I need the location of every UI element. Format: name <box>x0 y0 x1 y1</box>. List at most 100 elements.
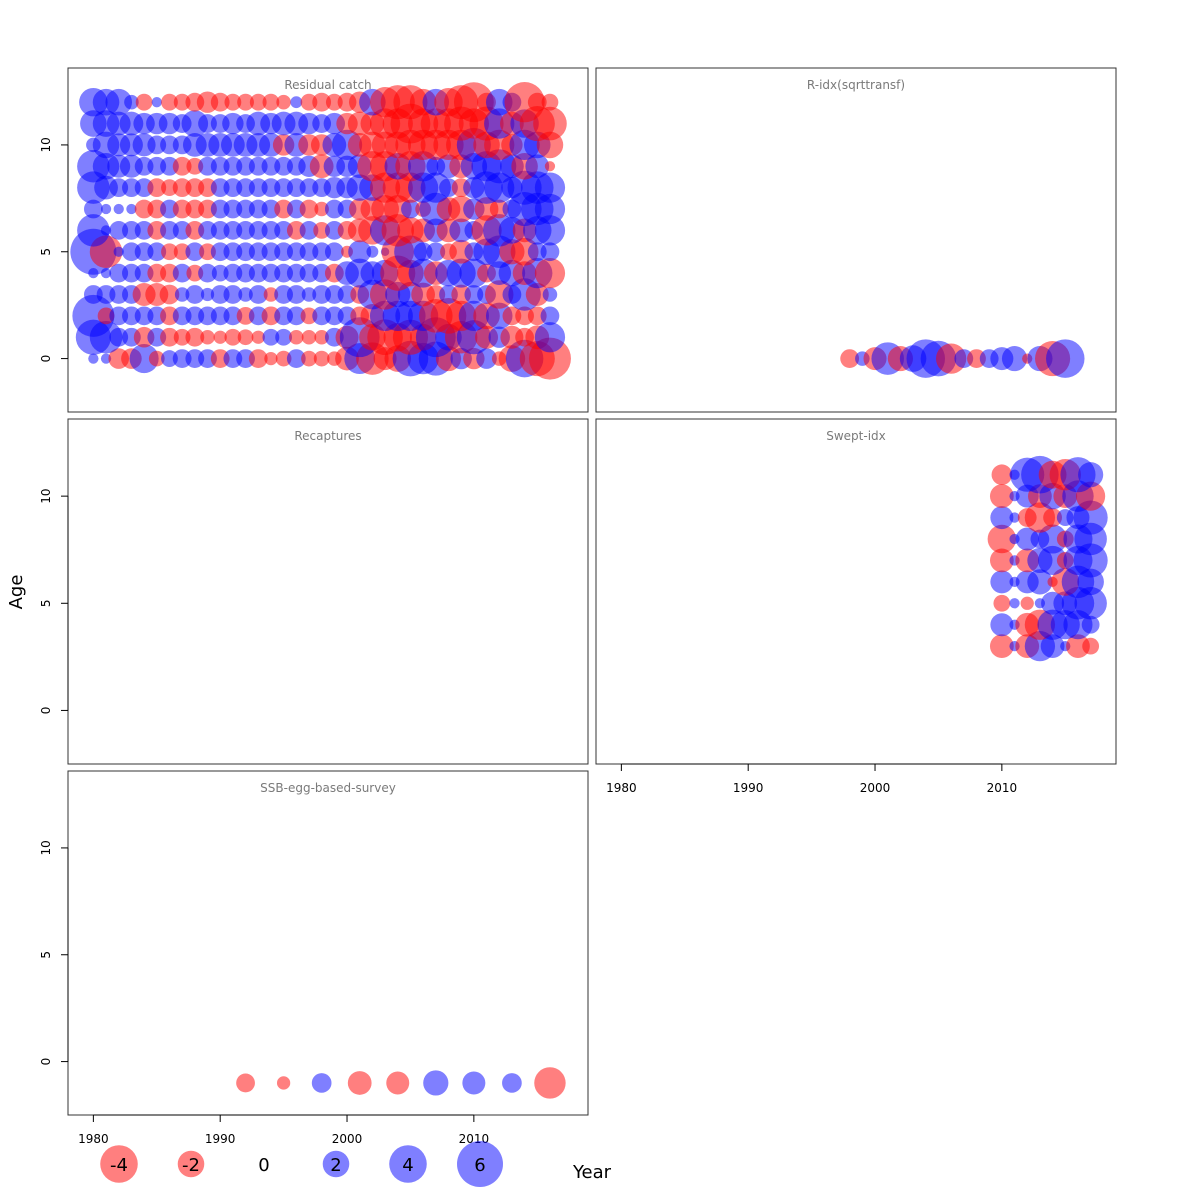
residual-bubble <box>314 201 329 217</box>
residual-bubble <box>312 92 332 112</box>
panel-frame <box>67 418 589 765</box>
residual-bubble <box>542 287 558 302</box>
residual-bubble <box>423 1070 449 1096</box>
residual-bubble <box>544 161 556 172</box>
legend-label: 0 <box>258 1155 269 1176</box>
residual-bubble <box>347 1071 372 1095</box>
legend-bubble <box>457 1141 503 1187</box>
residual-bubble <box>300 93 318 111</box>
residual-bubble <box>97 307 115 325</box>
x-tick-label: 2010 <box>987 781 1018 795</box>
residual-bubble <box>236 1073 255 1093</box>
residual-bubble <box>540 306 560 326</box>
x-axis-title: Year <box>572 1162 612 1183</box>
residual-bubble <box>476 348 497 369</box>
residual-bubble <box>100 225 112 236</box>
axes-layer: 0 5 10 0 5 10 1980 1990 2000 2010 0 5 10 1980 1990 2000… <box>39 137 1017 1146</box>
residual-bubble <box>1043 508 1062 527</box>
residual-bubble <box>161 243 178 261</box>
residual-bubble <box>213 330 227 344</box>
residual-bubble <box>987 524 1017 554</box>
residual-bubble <box>161 350 178 367</box>
residual-bubble <box>1001 345 1028 372</box>
residual-bubble <box>840 349 860 368</box>
y-tick-label: 10 <box>39 137 53 152</box>
residual-bubble <box>990 570 1014 594</box>
residual-bubble <box>286 285 306 304</box>
residual-bubble <box>534 322 566 353</box>
residual-bubble <box>77 214 110 247</box>
residual-bubble <box>72 294 115 337</box>
panel-title: Swept-idx <box>826 429 886 443</box>
x-tick-label: 1990 <box>205 1132 236 1146</box>
residual-bubble <box>311 1073 332 1093</box>
residual-bubble <box>299 199 319 219</box>
residual-bubble <box>126 203 137 215</box>
residual-bubble <box>989 548 1014 573</box>
legend-label: -2 <box>182 1155 200 1176</box>
residual-bubble <box>540 242 560 262</box>
residual-bubble <box>224 93 242 111</box>
x-tick-label: 1990 <box>733 781 764 795</box>
panel-title: SSB-egg-based-survey <box>260 781 396 795</box>
residual-bubble <box>301 329 317 345</box>
legend-label: 6 <box>474 1155 485 1176</box>
y-tick-label: 5 <box>39 951 53 959</box>
panel-title: Recaptures <box>294 429 361 443</box>
residual-bubble <box>534 1067 566 1099</box>
y-axis: 0 5 10 <box>39 489 69 715</box>
y-tick-label: 5 <box>39 248 53 256</box>
residual-bubble <box>386 1071 410 1095</box>
residual-bubble <box>301 287 317 302</box>
residual-bubble <box>161 93 178 111</box>
residual-bubble <box>534 257 566 289</box>
residual-bubble <box>186 157 204 175</box>
legend-item: 0 <box>258 1155 269 1176</box>
residual-bubble <box>113 203 124 215</box>
residual-bubble <box>504 82 545 123</box>
panel-4: Swept-idx <box>595 418 1117 765</box>
residual-bubble <box>1027 569 1053 595</box>
residual-bubble <box>1081 615 1100 634</box>
residual-bubble <box>299 220 319 240</box>
residual-bubble <box>113 246 124 257</box>
y-axis-title: Age <box>6 575 27 610</box>
residual-bubble <box>1009 598 1020 609</box>
residual-bubble <box>1038 524 1068 554</box>
residual-bubble <box>237 329 254 346</box>
residual-bubble <box>237 93 254 111</box>
legend-item: 6 <box>457 1141 503 1187</box>
residual-bubble <box>248 285 268 304</box>
residual-bubble <box>238 287 253 302</box>
residual-bubble <box>290 96 303 109</box>
residual-bubble <box>160 327 179 347</box>
legend-item: -4 <box>100 1145 138 1183</box>
residual-bubble <box>1046 339 1085 378</box>
residual-bubble <box>348 240 372 264</box>
residual-bubble <box>1038 545 1068 575</box>
y-tick-label: 5 <box>39 599 53 607</box>
residual-bubble <box>211 264 229 282</box>
panel-5: SSB-egg-based-survey <box>67 770 589 1116</box>
residual-bubble <box>210 92 230 112</box>
residual-bubble <box>993 594 1011 612</box>
residual-bubble <box>525 154 550 179</box>
panel-frame <box>595 67 1117 413</box>
residual-bubble <box>248 349 268 368</box>
residual-bubble <box>502 1073 522 1093</box>
y-tick-label: 0 <box>39 707 53 715</box>
y-axis: 0 5 10 <box>39 137 69 362</box>
residual-bubble <box>185 285 205 304</box>
residual-bubble <box>262 328 280 346</box>
residual-bubble <box>186 264 204 282</box>
residual-bubble <box>223 285 243 304</box>
residual-bubble <box>83 199 103 219</box>
residual-bubble <box>100 203 112 215</box>
y-axis: 0 5 10 <box>39 840 69 1065</box>
residual-bubble <box>129 344 159 374</box>
residual-bubble <box>527 92 547 112</box>
legend-bubble <box>177 1150 205 1178</box>
panel-1: Residual catch <box>67 67 589 413</box>
residual-bubble <box>1009 512 1020 523</box>
legend-item: -2 <box>177 1150 205 1178</box>
